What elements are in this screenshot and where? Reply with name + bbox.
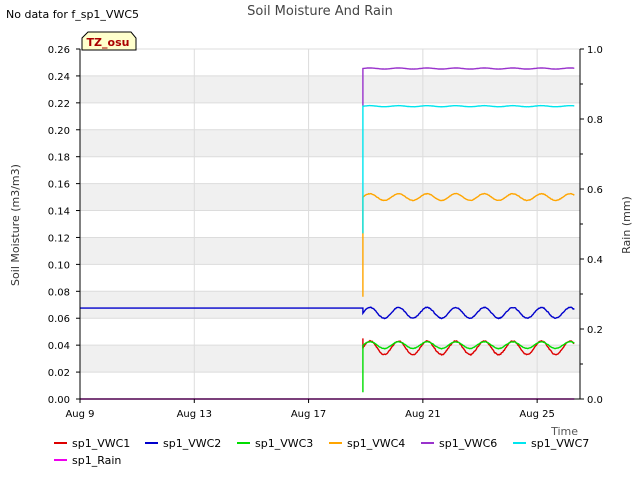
legend-label: sp1_VWC2 <box>163 437 221 450</box>
plot-band <box>80 345 580 373</box>
y-tick-label: 0.18 <box>48 153 70 164</box>
y2-tick-label: 0.8 <box>587 115 603 126</box>
y-tick-label: 0.10 <box>48 260 70 271</box>
legend-item-sp1_VWC6: sp1_VWC6 <box>421 437 497 450</box>
y-tick-label: 0.12 <box>48 233 70 244</box>
plot-band <box>80 237 580 265</box>
y-tick-label: 0.02 <box>48 368 70 379</box>
series-line-sp1_VWC6 <box>362 67 575 106</box>
y-tick-label: 0.20 <box>48 126 70 137</box>
plot-band <box>80 183 580 211</box>
y2-axis-label: Rain (mm) <box>620 196 633 254</box>
legend-label: sp1_VWC6 <box>439 437 497 450</box>
y-tick-label: 0.08 <box>48 287 70 298</box>
chart-title: Soil Moisture And Rain <box>247 4 393 19</box>
series-line-sp1_VWC2 <box>80 306 575 320</box>
station-badge-label: TZ_osu <box>87 36 130 49</box>
legend-item-sp1_Rain: sp1_Rain <box>54 454 121 467</box>
series-line-sp1_VWC7 <box>362 104 575 234</box>
y2-tick-label: 1.0 <box>587 45 603 56</box>
no-data-note: No data for f_sp1_VWC5 <box>6 8 139 21</box>
legend-label: sp1_VWC3 <box>255 437 313 450</box>
y-tick-label: 0.06 <box>48 314 70 325</box>
y-tick-label: 0.04 <box>48 341 70 352</box>
station-badge: TZ_osu <box>81 31 137 51</box>
x-axis-label: Time <box>550 425 578 438</box>
y2-tick-label: 0.0 <box>587 395 603 406</box>
legend: sp1_VWC1 sp1_VWC2 sp1_VWC3 sp1_VWC4 sp1_VWC6… <box>54 437 589 467</box>
y-tick-label: 0.24 <box>48 72 70 83</box>
legend-item-sp1_VWC7: sp1_VWC7 <box>513 437 589 450</box>
y2-tick-label: 0.2 <box>587 325 603 336</box>
legend-item-sp1_VWC2: sp1_VWC2 <box>145 437 221 450</box>
y-axis-label: Soil Moisture (m3/m3) <box>9 164 22 286</box>
y2-tick-label: 0.6 <box>587 185 603 196</box>
y-tick-label: 0.00 <box>48 395 70 406</box>
legend-label: sp1_VWC7 <box>531 437 589 450</box>
y-tick-label: 0.22 <box>48 99 70 110</box>
y-tick-label: 0.16 <box>48 180 70 191</box>
plot-background <box>80 49 580 399</box>
legend-label: sp1_VWC4 <box>347 437 405 450</box>
y-tick-label: 0.14 <box>48 207 70 218</box>
series-line-sp1_VWC3 <box>362 340 575 393</box>
y-tick-label: 0.26 <box>48 45 70 56</box>
legend-item-sp1_VWC1: sp1_VWC1 <box>54 437 130 450</box>
legend-label: sp1_VWC1 <box>72 437 130 450</box>
plot-band <box>80 129 580 157</box>
plot-band <box>80 291 580 319</box>
plot-band <box>80 75 580 103</box>
x-tick-label: Aug 21 <box>405 409 440 420</box>
x-tick-label: Aug 9 <box>65 409 94 420</box>
series-line-sp1_VWC4 <box>362 192 575 297</box>
x-tick-label: Aug 25 <box>519 409 554 420</box>
legend-item-sp1_VWC4: sp1_VWC4 <box>329 437 405 450</box>
x-tick-label: Aug 17 <box>291 409 326 420</box>
x-tick-label: Aug 13 <box>177 409 212 420</box>
legend-label: sp1_Rain <box>72 454 121 467</box>
legend-item-sp1_VWC3: sp1_VWC3 <box>237 437 313 450</box>
axes: 0.00 0.02 0.04 0.06 0.08 0.10 0.12 0.14 0.16 0.18… <box>48 45 603 420</box>
y2-tick-label: 0.4 <box>587 255 603 266</box>
